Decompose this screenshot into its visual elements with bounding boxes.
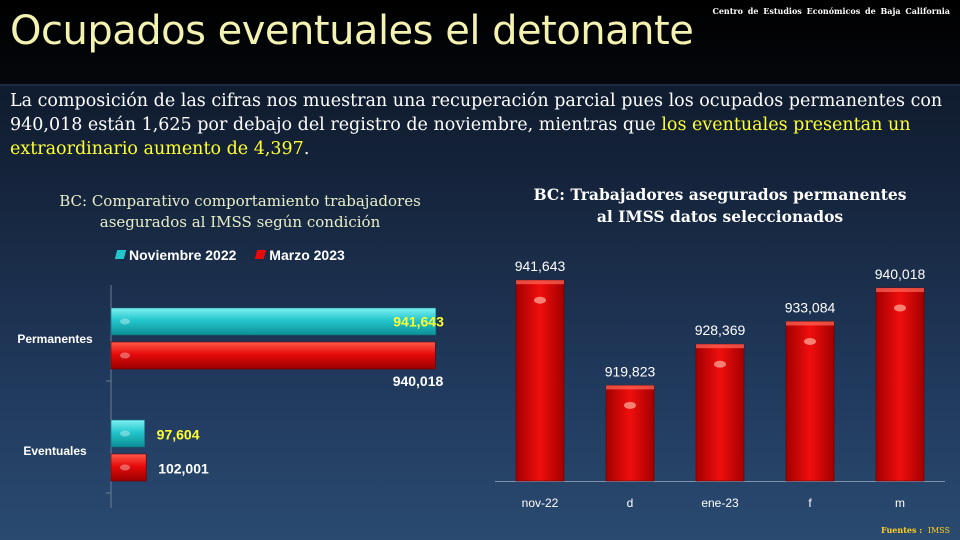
bar-highlight: [804, 337, 816, 345]
right-chart-title-line1: BC: Trabajadores asegurados permanentes: [533, 185, 907, 204]
category-label-permanentes: Permanentes: [17, 332, 93, 346]
bar-top-cap: [696, 344, 744, 349]
bar-top-cap: [516, 280, 564, 285]
bar-noviembre-2022-eventuales: [110, 419, 145, 448]
bar-f: [785, 321, 835, 482]
header-bar: Ocupados eventuales el detonante Centro …: [0, 0, 960, 86]
data-label-nov-22: 941,643: [515, 258, 566, 274]
intro-paragraph: La composición de las cifras nos muestra…: [10, 89, 950, 161]
legend-item-noviembre: Noviembre 2022: [114, 247, 237, 263]
bar-d: [605, 385, 655, 482]
bar-top-cap: [606, 385, 654, 390]
left-chart-title: BC: Comparativo comportamiento trabajado…: [0, 191, 480, 233]
bar-highlight: [714, 360, 726, 368]
intro-highlight: los eventuales presentan un extraordinar…: [10, 115, 911, 159]
tick-label-f: f: [808, 496, 812, 510]
right-chart-title-line2: al IMSS datos seleccionados: [596, 207, 844, 226]
bar-highlight: [894, 304, 906, 312]
tick-label-ene-23: ene-23: [701, 496, 739, 510]
legend-item-marzo: Marzo 2023: [255, 247, 345, 263]
data-label-d: 919,823: [605, 363, 656, 379]
left-chart-title-line1: BC: Comparativo comportamiento trabajado…: [59, 192, 421, 210]
right-chart-title: BC: Trabajadores asegurados permanentes …: [500, 184, 940, 228]
data-label-ene-23: 928,369: [695, 322, 746, 338]
tick-label-m: m: [895, 496, 905, 510]
data-label-marzo-2023-eventuales: 102,001: [158, 461, 209, 477]
data-label-marzo-2023-permanentes: 940,018: [393, 373, 444, 389]
footer-source-name: IMSS: [927, 526, 950, 535]
data-label-f: 933,084: [785, 299, 836, 315]
bar-top-cap: [876, 288, 924, 293]
right-bar-chart: 941,643 nov-22 919,823 d 928,369 ene-23 933,08…: [495, 258, 945, 510]
bar-nov-22: [515, 279, 565, 482]
legend-label-marzo: Marzo 2023: [269, 247, 345, 263]
page-title: Ocupados eventuales el detonante: [10, 8, 694, 54]
intro-text-c: .: [303, 139, 310, 159]
organization-name: Centro de Estudios Económicos de Baja Ca…: [712, 6, 950, 16]
left-chart-legend: Noviembre 2022 Marzo 2023: [114, 247, 361, 263]
category-label-eventuales: Eventuales: [23, 444, 87, 458]
legend-swatch-red: [255, 250, 267, 259]
bar-highlight: [120, 318, 130, 325]
bar-top-cap: [786, 321, 834, 326]
footer-source: Fuentes : IMSS: [881, 525, 950, 535]
intro-text-a: La composición de las cifras nos muestra…: [10, 91, 943, 135]
bar-highlight: [120, 430, 130, 437]
data-label-noviembre-2022-permanentes: 941,643: [393, 314, 444, 330]
legend-label-noviembre: Noviembre 2022: [129, 247, 237, 263]
bar-highlight: [120, 352, 130, 359]
data-label-m: 940,018: [875, 266, 926, 282]
tick-label-d: d: [627, 496, 634, 510]
tick-label-nov-22: nov-22: [522, 496, 559, 510]
bar-noviembre-2022-permanentes: [110, 307, 437, 336]
bar-marzo-2023-eventuales: [110, 453, 147, 482]
bar-highlight: [534, 296, 546, 304]
data-label-noviembre-2022-eventuales: 97,604: [157, 427, 200, 443]
footer-label: Fuentes :: [880, 525, 923, 535]
bar-highlight: [624, 401, 636, 409]
left-bar-chart: Permanentes 941,643 940,018 Eventuales 97,60…: [17, 285, 444, 508]
bar-highlight: [120, 464, 130, 471]
left-chart-title-line2: asegurados al IMSS según condición: [99, 213, 381, 231]
legend-swatch-cyan: [114, 250, 127, 259]
bar-marzo-2023-permanentes: [110, 341, 436, 370]
bar-m: [875, 287, 925, 482]
